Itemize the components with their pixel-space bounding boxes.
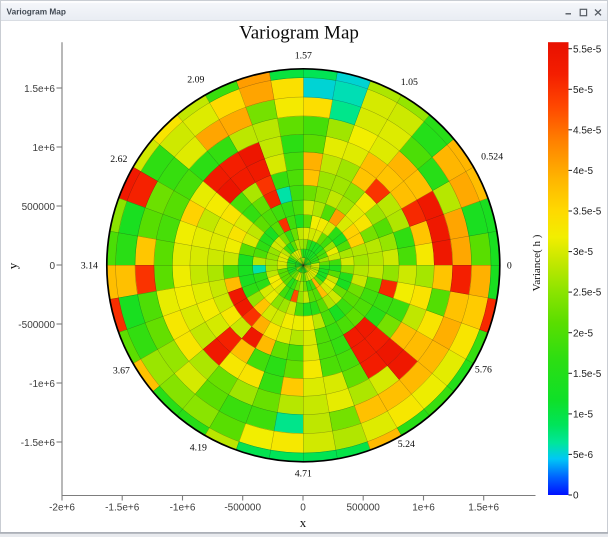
- svg-text:3e-5: 3e-5: [573, 247, 593, 258]
- svg-text:Variance( h ): Variance( h ): [531, 234, 543, 291]
- svg-text:1.5e-5: 1.5e-5: [573, 369, 602, 380]
- svg-text:3.5e-5: 3.5e-5: [573, 207, 602, 218]
- svg-text:0.524: 0.524: [481, 152, 503, 163]
- svg-text:0: 0: [300, 503, 306, 514]
- svg-text:-1e+6: -1e+6: [29, 379, 55, 390]
- svg-text:-500000: -500000: [18, 320, 55, 331]
- svg-text:4.5e-5: 4.5e-5: [573, 125, 602, 136]
- svg-text:Variogram Map: Variogram Map: [7, 6, 66, 16]
- svg-text:4.19: 4.19: [190, 442, 207, 453]
- svg-text:4.71: 4.71: [295, 469, 312, 480]
- svg-text:2.62: 2.62: [110, 154, 127, 165]
- svg-text:1e+6: 1e+6: [32, 143, 55, 154]
- svg-text:5e-6: 5e-6: [573, 450, 593, 461]
- svg-text:2.09: 2.09: [187, 74, 204, 85]
- svg-text:4e-5: 4e-5: [573, 166, 593, 177]
- svg-text:-1e+6: -1e+6: [170, 503, 196, 514]
- svg-text:5.24: 5.24: [398, 439, 415, 450]
- svg-text:500000: 500000: [22, 202, 56, 213]
- svg-text:-1.5e+6: -1.5e+6: [105, 503, 140, 514]
- svg-text:3.14: 3.14: [81, 261, 98, 272]
- svg-text:y: y: [5, 262, 20, 269]
- svg-text:0: 0: [573, 491, 579, 502]
- svg-text:2.5e-5: 2.5e-5: [573, 288, 602, 299]
- svg-text:1.05: 1.05: [401, 77, 418, 88]
- svg-text:1e-5: 1e-5: [573, 410, 593, 421]
- svg-text:500000: 500000: [347, 503, 381, 514]
- svg-text:3.67: 3.67: [113, 366, 130, 377]
- svg-text:-500000: -500000: [224, 503, 261, 514]
- svg-text:0: 0: [49, 261, 55, 272]
- svg-text:2e-5: 2e-5: [573, 328, 593, 339]
- svg-text:5.76: 5.76: [475, 365, 492, 376]
- svg-text:0: 0: [507, 261, 512, 272]
- svg-text:-1.5e+6: -1.5e+6: [21, 438, 56, 449]
- svg-text:5e-5: 5e-5: [573, 85, 593, 96]
- svg-text:1.57: 1.57: [295, 51, 312, 62]
- svg-text:1e+6: 1e+6: [412, 503, 435, 514]
- svg-text:-2e+6: -2e+6: [49, 503, 75, 514]
- svg-text:1.5e+6: 1.5e+6: [24, 84, 55, 95]
- svg-text:Variogram Map: Variogram Map: [239, 23, 359, 44]
- svg-text:5.5e-5: 5.5e-5: [573, 44, 602, 55]
- svg-text:1.5e+6: 1.5e+6: [468, 503, 499, 514]
- svg-text:x: x: [300, 515, 307, 530]
